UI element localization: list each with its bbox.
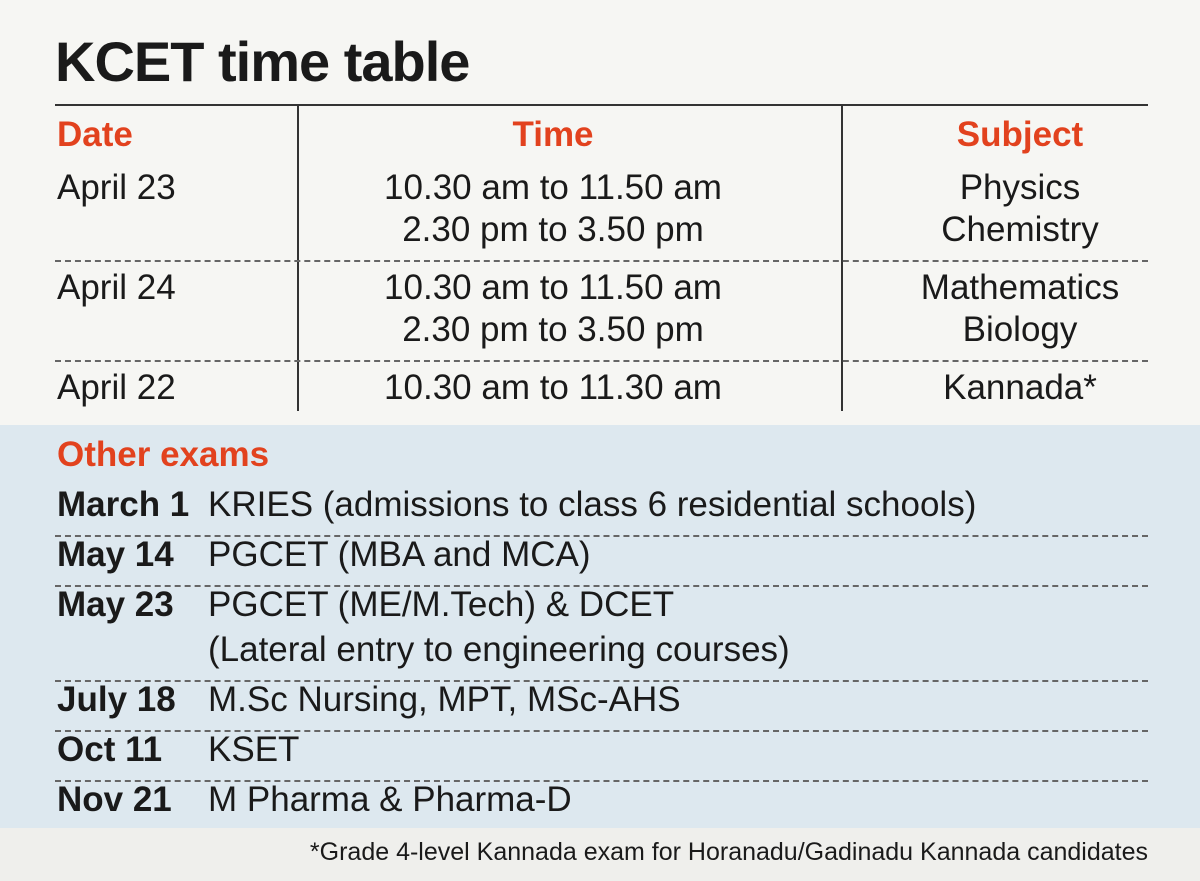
column-header: Subject	[956, 115, 1084, 154]
date-cell: April 24	[57, 268, 176, 307]
subject-cell: Kannada*	[943, 368, 1097, 407]
exam-date: Oct 11	[57, 730, 163, 769]
subject-cell: Physics	[959, 168, 1081, 207]
footnote-panel	[0, 828, 1200, 881]
row-separator	[55, 360, 1148, 362]
column-header: Date	[57, 115, 133, 154]
exam-description: KRIES (admissions to class 6 residential…	[208, 485, 977, 524]
column-divider	[841, 105, 843, 411]
exam-date: March 1	[57, 485, 190, 524]
exam-description: PGCET (MBA and MCA)	[208, 535, 591, 574]
exam-description: M.Sc Nursing, MPT, MSc-AHS	[208, 680, 681, 719]
footnote: *Grade 4-level Kannada exam for Horanadu…	[309, 838, 1148, 866]
top-rule	[55, 104, 1148, 106]
exam-description: PGCET (ME/M.Tech) & DCET	[208, 585, 675, 624]
exam-description: M Pharma & Pharma-D	[208, 780, 572, 819]
row-separator	[55, 730, 1148, 732]
column-divider	[297, 105, 299, 411]
section-title: Other exams	[57, 435, 270, 474]
exam-date: May 14	[57, 535, 174, 574]
subject-cell: Chemistry	[941, 210, 1099, 249]
subject-cell: Biology	[962, 310, 1078, 349]
date-cell: April 22	[57, 368, 176, 407]
column-header: Time	[512, 115, 594, 154]
title: KCET time table	[55, 30, 470, 93]
row-separator	[55, 585, 1148, 587]
time-cell: 10.30 am to 11.30 am	[384, 368, 722, 407]
time-cell: 10.30 am to 11.50 am	[384, 168, 722, 207]
row-separator	[55, 680, 1148, 682]
time-cell: 10.30 am to 11.50 am	[384, 268, 722, 307]
exam-date: May 23	[57, 585, 174, 624]
date-cell: April 23	[57, 168, 176, 207]
exam-description: KSET	[208, 730, 300, 769]
exam-date: Nov 21	[57, 780, 172, 819]
time-cell: 2.30 pm to 3.50 pm	[402, 210, 704, 249]
row-separator	[55, 535, 1148, 537]
subject-cell: Mathematics	[920, 268, 1120, 307]
row-separator	[55, 780, 1148, 782]
other-exams-panel	[0, 425, 1200, 828]
row-separator	[55, 260, 1148, 262]
exam-date: July 18	[57, 680, 176, 719]
time-cell: 2.30 pm to 3.50 pm	[402, 310, 704, 349]
exam-description: (Lateral entry to engineering courses)	[208, 630, 790, 669]
